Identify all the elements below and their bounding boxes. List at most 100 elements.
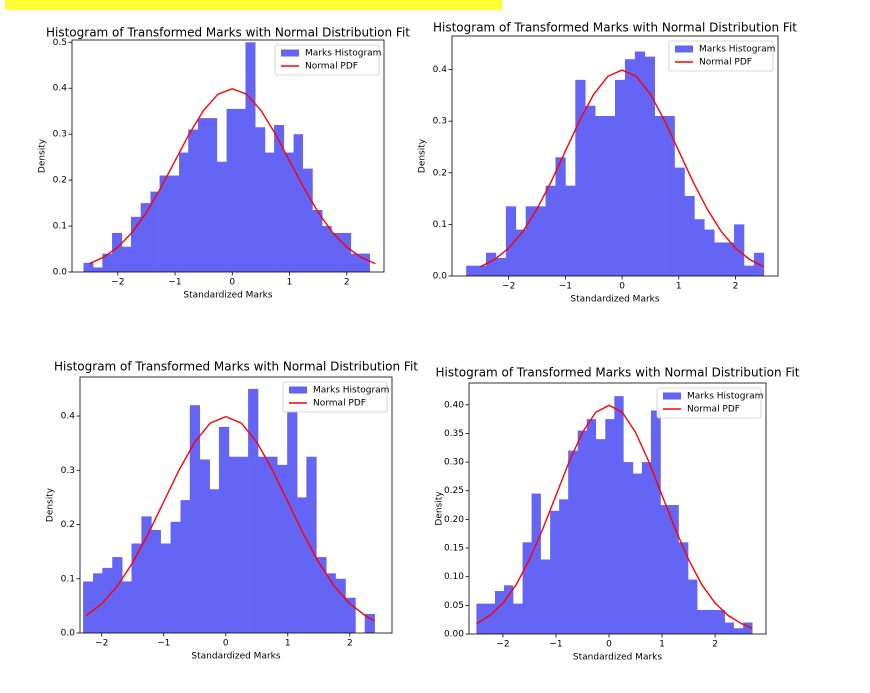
legend-label: Marks Histogram: [699, 45, 775, 55]
histogram-bar: [364, 614, 375, 633]
histogram-bar: [466, 265, 477, 276]
histogram-bar: [122, 581, 132, 633]
x-tick-label: −1: [559, 282, 572, 292]
histogram-bar: [93, 267, 103, 272]
histogram-bar: [277, 464, 288, 633]
histogram-bar: [83, 262, 94, 272]
legend-label: Normal PDF: [313, 399, 366, 409]
x-tick-label: 0: [229, 278, 235, 288]
histogram-bar: [248, 388, 259, 633]
x-tick-label: −1: [168, 278, 181, 288]
y-tick-label: 0.3: [53, 130, 67, 140]
histogram-bar: [535, 206, 546, 276]
y-tick-label: 0.3: [61, 466, 75, 476]
legend-box: [656, 387, 762, 419]
histogram-bar: [595, 116, 606, 276]
histogram-bar: [650, 410, 661, 634]
legend-swatch: [281, 49, 299, 57]
histogram-bar: [632, 473, 643, 634]
axes-frame: [468, 382, 767, 635]
x-tick-label: −2: [111, 278, 124, 288]
pdf-line: [476, 404, 753, 629]
histogram-bar: [312, 209, 323, 272]
legend-box: [274, 44, 380, 76]
y-tick-label: 0.1: [53, 222, 67, 232]
histogram-bar: [141, 516, 152, 633]
legend-box: [668, 40, 774, 72]
histogram-bar: [641, 462, 652, 634]
legend-swatch: [675, 45, 693, 53]
histogram-bar: [568, 450, 579, 634]
histogram-bar: [188, 129, 199, 272]
x-tick-label: −1: [549, 640, 562, 650]
histogram-bar: [688, 579, 698, 634]
histogram-bar: [326, 573, 336, 633]
x-axis-label: Standardized Marks: [570, 295, 659, 305]
chart: Histogram of Transformed Marks with Norm…: [418, 21, 798, 305]
histogram-bar: [169, 175, 180, 272]
histogram-bar: [485, 603, 496, 634]
histogram-bar: [102, 253, 113, 272]
y-tick-label: 0.20: [444, 515, 464, 525]
y-tick-label: 0.2: [433, 168, 447, 178]
histogram-bar: [476, 603, 486, 634]
y-tick-label: 0.0: [53, 268, 68, 278]
histogram-bar: [624, 59, 636, 277]
y-tick-label: 0.35: [444, 429, 464, 439]
histogram-bar: [302, 168, 313, 272]
histogram-bar: [293, 134, 304, 272]
y-tick-label: 0.0: [433, 272, 448, 282]
histogram-bar: [131, 543, 142, 633]
y-tick-label: 0.10: [444, 572, 464, 582]
histogram-bar: [345, 597, 356, 633]
histogram-bar: [283, 152, 294, 272]
histogram-bar: [255, 127, 266, 272]
histogram-bar: [634, 51, 646, 276]
chart: Histogram of Transformed Marks with Norm…: [46, 360, 419, 662]
histogram-bar: [577, 430, 588, 634]
y-axis-label: Density: [38, 138, 48, 173]
y-tick-label: 0.3: [433, 117, 447, 127]
histogram-bar: [706, 609, 716, 634]
histogram-bar: [170, 521, 181, 633]
chart: Histogram of Transformed Marks with Norm…: [435, 366, 800, 663]
legend-swatch: [663, 392, 681, 400]
legend-label: Normal PDF: [305, 62, 358, 72]
histogram-bar: [306, 456, 317, 633]
histogram-bar: [151, 529, 161, 633]
histogram-bar: [199, 459, 210, 633]
y-tick-label: 0.0: [61, 629, 76, 639]
axes-frame: [451, 35, 779, 277]
x-tick-label: −2: [95, 639, 108, 649]
histogram-bar: [159, 175, 170, 272]
histogram-bar: [684, 196, 695, 276]
histogram-bar: [228, 456, 240, 633]
y-tick-label: 0.30: [444, 458, 464, 468]
y-tick-label: 0.5: [53, 38, 67, 48]
histogram-bar: [724, 622, 734, 634]
x-axis-label: Standardized Marks: [183, 291, 272, 301]
chart-title: Histogram of Transformed Marks with Norm…: [54, 360, 418, 374]
histogram-bar: [605, 419, 615, 634]
histogram-bar: [267, 456, 278, 633]
highlight: [5, 0, 502, 10]
x-tick-label: −2: [502, 282, 515, 292]
histogram-bar: [505, 206, 517, 276]
histogram-bar: [93, 573, 103, 633]
histogram-bar: [575, 79, 586, 276]
histogram-bar: [331, 232, 342, 272]
histogram-bar: [112, 232, 123, 272]
chart: Histogram of Transformed Marks with Norm…: [38, 26, 411, 301]
histogram-bar: [238, 456, 249, 633]
histogram-bar: [559, 499, 569, 634]
histogram-bar: [274, 124, 285, 272]
x-tick-label: 2: [712, 640, 718, 650]
histogram-bar: [605, 116, 616, 276]
histogram-bar: [150, 191, 160, 272]
chart-title: Histogram of Transformed Marks with Norm…: [435, 366, 799, 380]
histogram-bar: [264, 152, 275, 272]
histogram-bar: [258, 456, 269, 633]
pdf-line: [88, 87, 376, 265]
x-tick-label: 1: [676, 282, 682, 292]
histogram-bar: [102, 567, 113, 633]
